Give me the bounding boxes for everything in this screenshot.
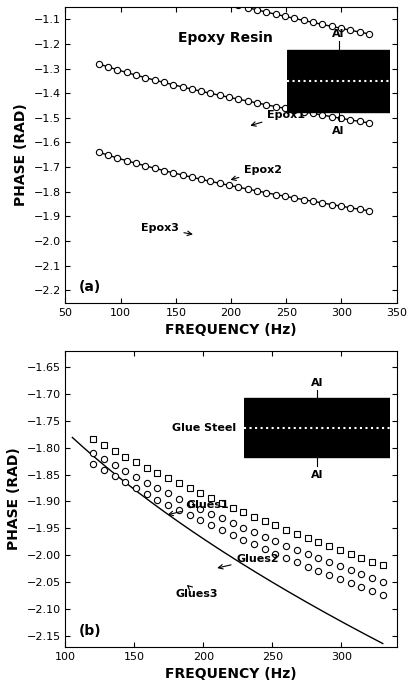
X-axis label: FREQUENCY (Hz): FREQUENCY (Hz): [165, 667, 296, 681]
Y-axis label: PHASE (RAD): PHASE (RAD): [14, 103, 28, 206]
Text: (b): (b): [78, 624, 101, 638]
Y-axis label: PHASE (RAD): PHASE (RAD): [7, 447, 21, 550]
Text: Glues1: Glues1: [169, 500, 229, 515]
Text: Glues2: Glues2: [218, 554, 278, 569]
Text: Epox2: Epox2: [231, 165, 282, 180]
Text: Epox3: Epox3: [140, 223, 191, 235]
Text: Glues3: Glues3: [176, 585, 218, 599]
Text: Epox1: Epox1: [251, 110, 305, 126]
Text: Glue Steel: Glue Steel: [171, 423, 235, 433]
X-axis label: FREQUENCY (Hz): FREQUENCY (Hz): [165, 323, 296, 337]
Text: (a): (a): [78, 280, 101, 294]
Text: Epoxy Resin: Epoxy Resin: [178, 32, 272, 45]
